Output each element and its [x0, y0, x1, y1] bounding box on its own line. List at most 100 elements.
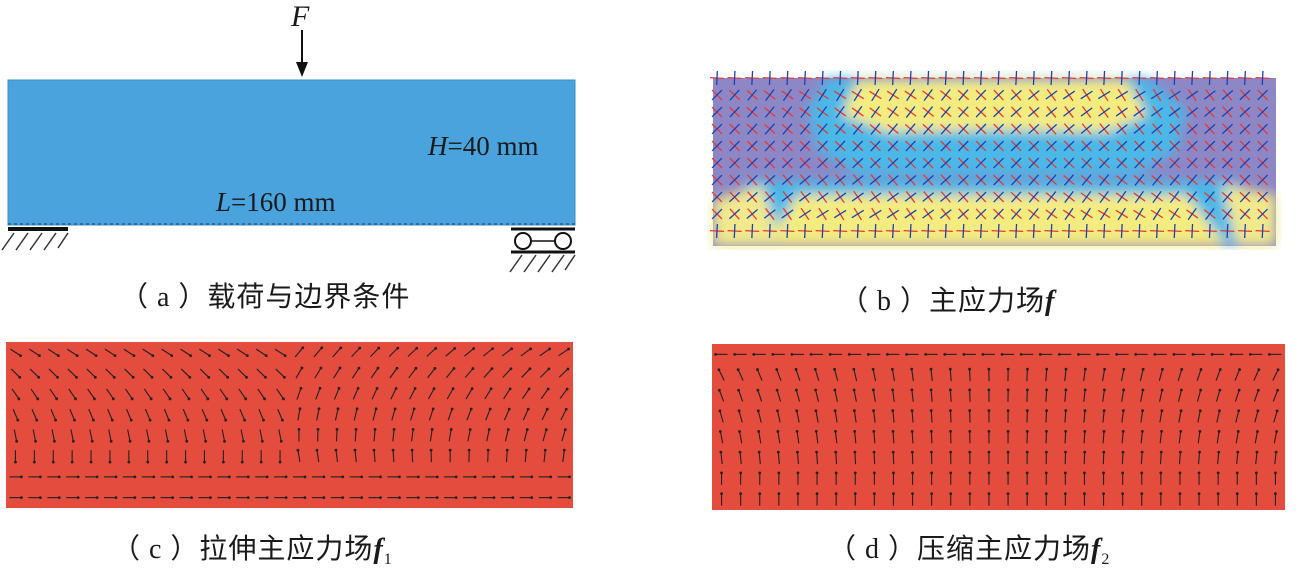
field-arrow-head	[1121, 429, 1125, 433]
field-arrow-head	[738, 450, 742, 454]
field-arrow	[220, 408, 227, 421]
compression-glyph	[1151, 140, 1163, 152]
field-arrow-head	[76, 496, 80, 500]
field-arrow-head	[905, 352, 908, 356]
field-arrow-head	[794, 388, 798, 392]
field-arrow-head	[1083, 388, 1087, 392]
field-arrow-head	[924, 352, 928, 356]
field-arrow	[1234, 369, 1241, 381]
field-arrow-head	[872, 429, 876, 433]
compression-glyph	[905, 106, 916, 118]
field-arrow-head	[149, 397, 153, 401]
field-arrow-head	[1000, 352, 1004, 356]
compression-glyph	[1135, 207, 1144, 221]
field-arrow	[465, 388, 473, 400]
field-arrow-head	[809, 352, 813, 356]
field-arrow	[484, 388, 492, 400]
compression-glyph	[1261, 70, 1264, 86]
field-arrow	[756, 369, 763, 381]
compression-glyph	[870, 140, 881, 152]
compression-glyph	[799, 174, 811, 186]
field-arrow-head	[303, 496, 307, 500]
field-arrow-head	[525, 428, 529, 431]
field-arrow-head	[1256, 409, 1260, 413]
field-arrow-head	[147, 439, 151, 443]
compression-glyph	[1046, 157, 1057, 169]
field-arrow-head	[775, 368, 779, 371]
field-arrow	[503, 408, 510, 421]
field-arrow-head	[282, 397, 285, 401]
field-arrow-head	[568, 496, 571, 500]
field-arrow-head	[738, 430, 741, 433]
field-arrow-head	[208, 354, 211, 358]
field-arrow-head	[18, 375, 22, 379]
compression-glyph	[1011, 208, 1022, 220]
compression-glyph	[975, 157, 987, 169]
field-arrow	[1216, 431, 1220, 444]
field-arrow-head	[91, 418, 95, 422]
field-arrow	[1159, 431, 1163, 444]
field-arrow-head	[813, 367, 817, 371]
compression-glyph	[1134, 157, 1145, 169]
compression-glyph	[1050, 70, 1053, 86]
field-arrow-head	[56, 375, 59, 379]
field-arrow-head	[1236, 450, 1240, 454]
field-arrow	[834, 369, 839, 382]
field-arrow	[559, 388, 568, 400]
compression-glyph	[1226, 70, 1229, 86]
field-arrow-head	[871, 388, 875, 392]
field-arrow	[1064, 389, 1067, 402]
field-arrow-head	[511, 475, 515, 479]
field-arrow-head	[372, 448, 376, 452]
field-arrow	[814, 369, 820, 382]
field-arrow-head	[168, 397, 172, 401]
compression-glyph	[1186, 157, 1198, 169]
field-arrow-head	[76, 475, 80, 479]
field-arrow	[482, 348, 493, 357]
field-arrow-head	[1274, 471, 1277, 475]
field-arrow-head	[1045, 409, 1048, 413]
field-arrow-head	[815, 450, 819, 454]
tensile-stress-field-plot	[6, 342, 573, 508]
field-arrow-head	[209, 496, 212, 500]
field-arrow-head	[1275, 430, 1279, 433]
field-arrow-head	[1178, 471, 1182, 475]
field-arrow	[892, 410, 895, 423]
field-arrow	[239, 408, 246, 421]
field-arrow-head	[338, 366, 342, 370]
field-arrow-head	[833, 409, 837, 413]
field-arrow-head	[1198, 409, 1202, 413]
field-arrow	[483, 368, 493, 378]
force-label: F	[291, 0, 310, 33]
field-arrow-head	[165, 460, 169, 464]
field-arrow-head	[930, 471, 934, 475]
compression-glyph	[1226, 223, 1229, 239]
field-arrow-head	[758, 492, 762, 496]
field-arrow	[1236, 452, 1239, 465]
field-arrow	[720, 452, 723, 465]
field-arrow-head	[221, 460, 225, 464]
compression-glyph	[1239, 208, 1251, 220]
field-arrow-head	[171, 475, 175, 479]
field-arrow-head	[891, 409, 895, 413]
field-arrow-head	[190, 496, 193, 500]
field-arrow	[237, 368, 247, 378]
field-arrow-head	[467, 448, 471, 452]
field-arrow-head	[1229, 352, 1233, 356]
field-arrow	[236, 348, 248, 357]
field-arrow-head	[415, 346, 419, 350]
field-arrow-head	[262, 418, 265, 422]
field-arrow	[257, 388, 265, 400]
field-arrow-head	[790, 352, 794, 356]
height-label: H=40 mm	[428, 131, 539, 161]
field-arrow	[1272, 369, 1279, 381]
compression-glyph	[869, 209, 882, 219]
compression-glyph	[869, 192, 882, 202]
field-arrow-head	[245, 375, 248, 379]
compression-glyph	[1099, 207, 1109, 221]
field-arrow	[1197, 431, 1201, 444]
compression-glyph	[1138, 70, 1141, 86]
field-arrow	[1234, 390, 1240, 402]
field-arrow	[297, 450, 301, 463]
field-arrow-head	[189, 354, 192, 358]
